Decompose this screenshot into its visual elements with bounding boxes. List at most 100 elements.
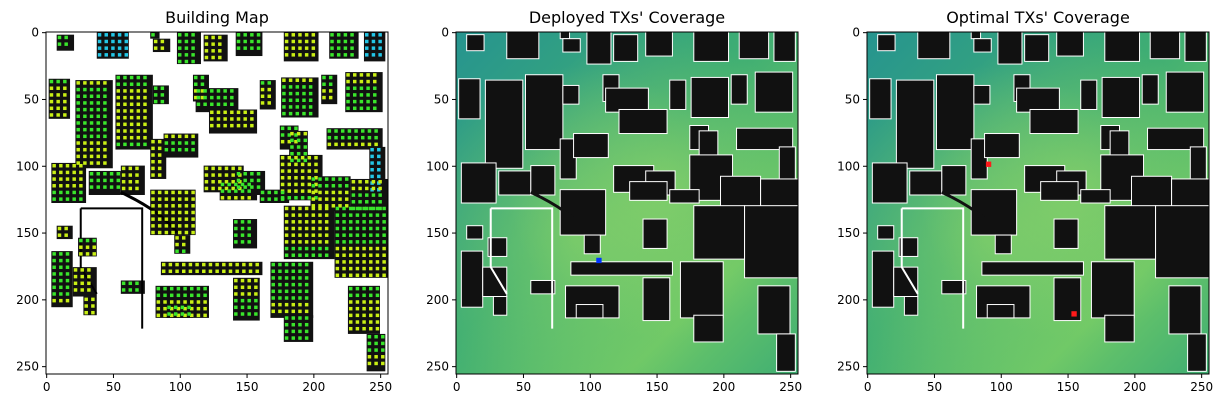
receiver-dot [240,182,245,187]
receiver-dot [52,190,56,195]
receiver-dot [135,166,139,171]
receiver-dot [76,121,80,125]
receiver-dot [65,184,70,188]
receiver-dot [96,94,100,98]
receiver-dot [143,129,147,133]
receiver-dot [375,220,380,224]
receiver-dot [191,190,195,195]
receiver-dot [177,134,182,139]
receiver-dot [298,213,302,217]
receiver-dot [117,46,122,50]
receiver-dot [381,334,385,339]
receiver-dot [157,166,162,171]
receiver-dot [191,210,195,215]
receiver-dot [56,99,60,104]
panel-title: Deployed TXs' Coverage [529,8,725,27]
receiver-dot [240,278,245,283]
receiver-dot [355,226,360,231]
receiver-dot [294,162,298,167]
receiver-dot [365,53,369,57]
receiver-dot [136,89,141,93]
receiver-dot [89,94,94,98]
receiver-dot [243,185,247,189]
receiver-dot [103,94,107,98]
receiver-dot [49,93,54,97]
receiver-dot [280,139,285,144]
receiver-dot [109,172,114,176]
receiver-dot [191,53,195,57]
receiver-dot [348,226,353,231]
receiver-dot [236,185,241,189]
building [973,38,992,53]
receiver-dot [63,93,67,97]
receiver-dot [338,177,342,181]
receiver-dot [361,142,365,147]
building [559,31,571,40]
receiver-dot [216,89,221,93]
receiver-dot [176,293,181,298]
axes-deployed: 0 50 100 150 200 250 0 50 100 150 200 250 [426,26,802,394]
receiver-dot [56,79,60,84]
receiver-dot [151,159,155,164]
receiver-dot [49,113,54,117]
receiver-dot [236,110,241,115]
receiver-dot [308,105,313,109]
receiver-dot [328,89,333,93]
building [679,261,724,319]
building [693,31,730,62]
y-tick-label: 200 [16,293,39,307]
receiver-dot [322,89,326,93]
receiver-dot [143,115,147,120]
receiver-dot [318,253,322,257]
receiver-dot [294,133,298,137]
receiver-dot [304,213,309,217]
receiver-dot [128,186,133,191]
receiver-dot [163,286,167,291]
y-tick-label: 150 [837,226,860,240]
receiver-dot [331,190,336,195]
building [586,31,612,65]
building [605,87,649,113]
receiver-dot [177,204,182,208]
curved-wall [120,190,179,234]
receiver-dot [290,131,294,136]
receiver-dot [116,95,121,100]
receiver-dot [362,293,366,298]
receiver-dot [327,135,332,140]
receiver-dot [348,246,353,251]
receiver-dot [348,300,353,304]
receiver-dot [220,182,225,187]
building [1147,127,1205,151]
receiver-dot [83,87,87,92]
receiver-dot [238,166,242,171]
receiver-dot [151,139,155,144]
building [909,170,943,196]
receiver-dot [184,190,189,195]
receiver-dot [191,197,195,201]
receiver-dot [365,46,369,50]
receiver-dot [311,177,316,181]
receiver-dot [103,114,107,119]
receiver-dot [85,245,90,249]
receiver-dot [65,163,70,168]
receiver-dot [196,293,201,298]
receiver-dot [284,206,289,211]
receiver-dot [157,153,162,157]
receiver-dot [373,93,377,97]
receiver-dot [342,266,346,271]
receiver-dot [240,292,245,296]
receiver-dot [79,170,83,175]
receiver-dot [210,123,214,128]
receiver-dot [65,265,70,269]
receiver-dot [256,33,261,37]
receiver-dot [203,102,207,107]
receiver-dot [89,107,94,112]
receiver-dot [76,141,80,145]
receiver-dot [92,238,96,243]
receiver-dot [369,273,373,278]
receiver-dot [377,147,381,152]
receiver-dot [218,35,222,40]
building [1056,31,1084,57]
receiver-dot [369,286,373,291]
building [693,205,746,260]
